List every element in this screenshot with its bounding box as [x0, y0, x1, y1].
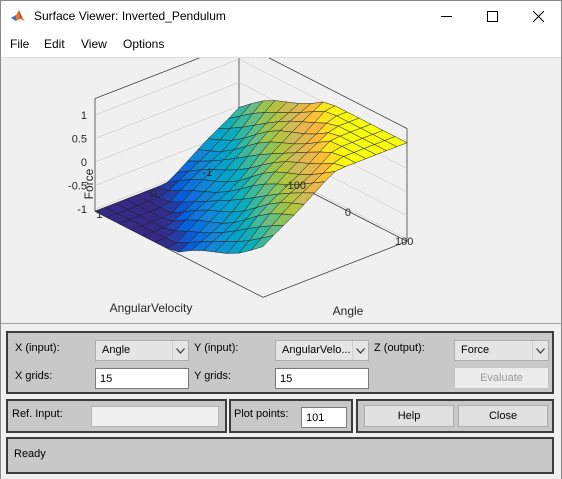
status-bar: Ready	[6, 437, 554, 474]
y-tick-label: 0	[150, 188, 156, 200]
y-grids-value: 15	[280, 373, 292, 385]
ref-input-field[interactable]	[91, 406, 219, 427]
x-tick-label: 0	[345, 207, 351, 219]
chevron-down-icon	[352, 341, 368, 360]
z-output-label: Z (output):	[374, 342, 425, 354]
evaluate-button[interactable]: Evaluate	[454, 367, 549, 389]
menu-edit[interactable]: Edit	[44, 37, 65, 51]
menu-options[interactable]: Options	[123, 37, 164, 51]
minimize-button[interactable]	[423, 1, 469, 32]
y-grids-input[interactable]: 15	[275, 368, 369, 389]
axes-settings-group: X (input): Angle Y (input): AngularVelo.…	[6, 331, 554, 394]
surface-mesh	[95, 101, 407, 254]
y-axis-label: AngularVelocity	[110, 301, 193, 315]
z-tick-label: 0.5	[72, 134, 87, 146]
y-input-label: Y (input):	[194, 342, 238, 354]
x-grids-value: 15	[100, 373, 112, 385]
x-tick-label: 100	[395, 236, 413, 248]
plot-points-group: Plot points: 101	[229, 399, 353, 433]
y-tick-label: -1	[203, 167, 213, 179]
y-grids-label: Y grids:	[194, 370, 231, 382]
x-tick-label: -100	[284, 180, 306, 192]
close-button[interactable]: Close	[458, 405, 548, 427]
ref-input-label: Ref. Input:	[12, 408, 63, 420]
controls-panel: X (input): Angle Y (input): AngularVelo.…	[1, 323, 561, 479]
z-tick-label: 1	[81, 110, 87, 122]
ref-input-group: Ref. Input:	[6, 399, 227, 433]
actions-group: Help Close	[356, 399, 554, 433]
menu-view[interactable]: View	[81, 37, 107, 51]
z-tick-label: 0	[81, 157, 87, 169]
plot-points-label: Plot points:	[234, 408, 288, 420]
maximize-button[interactable]	[469, 1, 515, 32]
y-tick-label: 1	[96, 209, 102, 221]
help-button[interactable]: Help	[364, 405, 454, 427]
x-axis-label: Angle	[333, 304, 364, 318]
menu-file[interactable]: File	[10, 37, 29, 51]
z-tick-label: -1	[77, 204, 87, 216]
close-icon	[533, 11, 544, 22]
surface-plot-area[interactable]: 1 0.5 0 -0.5 -1 -100 0 100 1 0 -1 Force Angle Angu…	[1, 57, 561, 323]
z-axis-label: Force	[82, 168, 96, 199]
close-window-button[interactable]	[515, 1, 561, 32]
z-output-dropdown[interactable]: Force	[454, 340, 549, 361]
x-grids-input[interactable]: 15	[95, 368, 189, 389]
x-input-value: Angle	[102, 344, 130, 356]
axis-line	[263, 241, 407, 297]
window-title: Surface Viewer: Inverted_Pendulum	[34, 9, 226, 23]
menu-bar: File Edit View Options	[1, 34, 561, 56]
axis-line	[95, 58, 239, 99]
plot-points-input[interactable]: 101	[301, 407, 347, 428]
chevron-down-icon	[532, 341, 548, 360]
plot-points-value: 101	[306, 412, 324, 424]
x-input-label: X (input):	[15, 342, 60, 354]
status-text: Ready	[14, 448, 46, 460]
matlab-icon	[10, 8, 26, 24]
minimize-icon	[441, 11, 452, 22]
x-input-dropdown[interactable]: Angle	[95, 340, 189, 361]
y-input-value: AngularVelo...	[282, 344, 351, 356]
chevron-down-icon	[172, 341, 188, 360]
x-grids-label: X grids:	[15, 370, 52, 382]
title-bar: Surface Viewer: Inverted_Pendulum	[1, 1, 561, 32]
z-output-value: Force	[461, 344, 489, 356]
y-input-dropdown[interactable]: AngularVelo...	[275, 340, 369, 361]
maximize-icon	[487, 11, 498, 22]
